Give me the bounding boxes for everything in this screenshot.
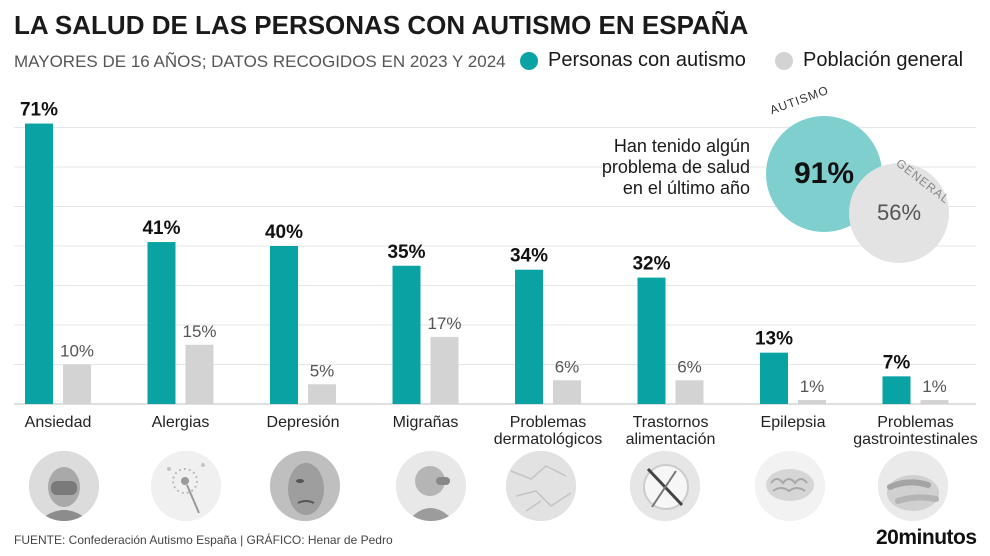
chart-title: LA SALUD DE LAS PERSONAS CON AUTISMO EN …	[14, 10, 749, 40]
legend-autism-label: Personas con autismo	[548, 49, 746, 71]
data-label-autism: 35%	[387, 242, 425, 263]
stomach-hands-icon	[878, 451, 948, 521]
plate-cutlery-icon	[630, 451, 700, 521]
category-label: Alergias	[152, 414, 210, 431]
brain-icon	[755, 451, 825, 521]
bar-autism	[270, 246, 298, 404]
bar-general	[185, 344, 214, 404]
data-label-autism: 40%	[265, 222, 303, 243]
data-label-general: 1%	[800, 377, 825, 396]
bar-general	[675, 380, 704, 404]
category-label: Problemas	[877, 414, 953, 431]
bar-autism	[637, 277, 666, 404]
summary-line: problema de salud	[601, 157, 750, 177]
category-label: Depresión	[267, 414, 340, 431]
data-label-general: 10%	[60, 342, 94, 361]
general-circle: 56%	[849, 163, 949, 263]
bar-autism	[25, 123, 53, 405]
data-label-autism: 34%	[510, 246, 548, 267]
data-label-general: 15%	[182, 322, 216, 341]
sad-face-icon	[270, 451, 340, 521]
legend-general: Población general	[775, 49, 963, 72]
bar-chart: 71% 10% Ansiedad 41% 15% Alergias 40% 5% Depresi…	[14, 100, 978, 448]
category-label: alimentación	[626, 431, 716, 448]
bar-general	[430, 336, 459, 404]
data-label-general: 6%	[555, 357, 580, 376]
chart-subtitle: MAYORES DE 16 AÑOS; DATOS RECOGIDOS EN 2…	[14, 52, 506, 71]
legend-general-swatch	[775, 51, 793, 70]
bar-general	[63, 364, 91, 404]
general-percentage: 56%	[876, 200, 922, 225]
bar-general	[553, 380, 581, 404]
summary-line: Han tenido algún	[613, 136, 750, 156]
brand-logo: 20minutos	[876, 526, 977, 549]
summary-text: Han tenido algún problema de salud en el…	[572, 136, 750, 199]
category-label: Trastornos	[633, 414, 709, 431]
data-label-autism: 13%	[755, 329, 793, 350]
bar-general	[308, 384, 336, 404]
summary-line: en el último año	[622, 178, 750, 198]
dandelion-icon	[151, 451, 221, 521]
footer-source: FUENTE: Confederación Autismo España | G…	[14, 533, 393, 547]
skin-texture-icon	[506, 451, 576, 521]
autism-percentage: 91%	[793, 157, 855, 190]
bar-autism	[760, 352, 788, 404]
category-label: Epilepsia	[761, 414, 826, 431]
category-label: Ansiedad	[25, 414, 92, 431]
data-label-autism: 32%	[632, 254, 670, 275]
data-label-general: 6%	[677, 357, 702, 376]
data-label-general: 1%	[922, 377, 947, 396]
bar-autism	[515, 269, 543, 404]
category-label: dermatológicos	[494, 431, 603, 448]
data-label-general: 17%	[427, 314, 461, 333]
category-label: Migrañas	[393, 414, 459, 431]
category-label: gastrointestinales	[853, 431, 978, 448]
legend-general-label: Población general	[803, 49, 964, 71]
bar-autism	[147, 242, 176, 404]
bar-general	[920, 400, 949, 404]
category-label: Problemas	[510, 414, 586, 431]
headache-icon	[396, 451, 466, 521]
face-hands-icon	[29, 451, 99, 521]
bar-autism	[392, 265, 421, 404]
data-label-autism: 71%	[20, 100, 58, 121]
legend-autism-swatch	[520, 51, 538, 70]
data-label-general: 5%	[310, 361, 335, 380]
data-label-autism: 41%	[142, 218, 180, 239]
bar-general	[798, 400, 826, 404]
legend-autism: Personas con autismo	[520, 49, 746, 72]
data-label-autism: 7%	[883, 352, 911, 373]
bar-autism	[882, 376, 911, 404]
